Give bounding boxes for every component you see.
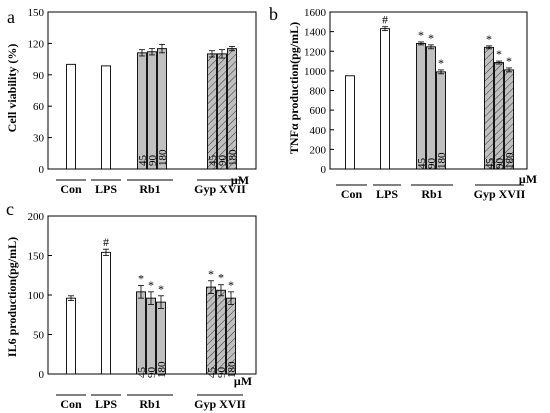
y-tick-label: 0 [321, 164, 327, 176]
bar [137, 52, 147, 170]
bar [216, 289, 226, 375]
y-tick-label: 0 [39, 164, 45, 176]
significance-mark: # [103, 235, 109, 249]
significance-mark: * [418, 28, 424, 42]
concentration-label: 90 [494, 158, 506, 170]
y-tick-label: 200 [310, 144, 327, 156]
concentration-label: 45 [416, 158, 428, 170]
significance-mark: * [208, 267, 214, 281]
y-tick-label: 90 [33, 70, 45, 82]
concentration-unit: μM [234, 374, 252, 388]
panel-b-y-axis-label: TNFα production(pg/mL) [287, 22, 301, 154]
bar [426, 46, 436, 170]
concentration-label: 180 [504, 152, 516, 169]
y-tick-label: 0 [39, 369, 45, 381]
bar [207, 53, 217, 170]
bar [101, 65, 111, 170]
y-tick-label: 1200 [304, 46, 327, 58]
y-tick-label: 400 [310, 125, 327, 137]
concentration-label: 90 [217, 155, 229, 167]
group-label: Con [341, 187, 363, 201]
group-label: LPS [376, 187, 398, 201]
y-tick-label: 120 [28, 38, 45, 50]
bar [380, 28, 390, 170]
y-tick-label: 150 [28, 7, 45, 19]
significance-mark: * [428, 31, 434, 45]
concentration-label: 180 [226, 361, 238, 378]
panel-a-cell-viability: a Cell viability (%) 0 30 60 90 120 150 Con LP… [5, 7, 257, 196]
y-tick-label: 600 [310, 105, 327, 117]
bar [66, 63, 76, 170]
y-tick-label: 800 [310, 86, 327, 98]
bar [136, 291, 146, 375]
concentration-label: 45 [137, 155, 149, 167]
significance-mark: * [496, 47, 502, 61]
group-label: Gyp XVII [194, 182, 246, 196]
y-tick-label: 1600 [304, 7, 327, 19]
panel-b-letter: b [269, 4, 278, 24]
panel-b-tnf-production: b TNFα production(pg/mL) 0 200 400 600 800 10… [269, 4, 537, 201]
panel-c-y-axis-label: IL6 production(pg/mL) [5, 237, 19, 357]
group-label: Rb1 [139, 182, 160, 196]
group-label: Gyp XVII [474, 187, 526, 201]
concentration-label: 180 [227, 149, 239, 166]
bar [345, 75, 355, 170]
group-label: Rb1 [421, 187, 442, 201]
y-tick-label: 200 [28, 211, 45, 223]
bar [101, 251, 111, 375]
concentration-label: 45 [206, 367, 218, 379]
bar [494, 62, 504, 170]
group-label: LPS [95, 182, 117, 196]
significance-mark: # [382, 13, 388, 27]
bar [147, 51, 157, 170]
concentration-unit: μM [519, 172, 537, 186]
panel-a-y-axis-label: Cell viability (%) [5, 44, 19, 133]
bar [217, 53, 227, 170]
y-tick-label: 1000 [304, 66, 327, 78]
bar [66, 297, 76, 375]
bar [484, 46, 494, 170]
significance-mark: * [158, 282, 164, 296]
panel-c-letter: c [6, 199, 14, 219]
y-tick-label: 50 [33, 330, 45, 342]
significance-mark: * [138, 272, 144, 286]
concentration-unit: μM [231, 173, 249, 187]
y-tick-label: 150 [28, 251, 45, 263]
y-tick-label: 100 [28, 290, 45, 302]
significance-mark: * [506, 54, 512, 68]
significance-mark: * [218, 271, 224, 285]
significance-mark: * [228, 278, 234, 292]
significance-mark: * [438, 56, 444, 70]
concentration-label: 90 [146, 367, 158, 379]
bar [206, 286, 216, 375]
group-label: Con [60, 397, 82, 411]
y-tick-label: 30 [33, 133, 45, 145]
concentration-label: 90 [147, 155, 159, 167]
concentration-label: 90 [216, 367, 228, 379]
group-label: LPS [95, 397, 117, 411]
significance-mark: * [148, 278, 154, 292]
concentration-label: 45 [484, 158, 496, 170]
panel-a-letter: a [7, 7, 15, 27]
group-label: Rb1 [139, 397, 160, 411]
concentration-label: 45 [136, 367, 148, 379]
group-label: Gyp XVII [194, 397, 246, 411]
concentration-label: 180 [157, 149, 169, 166]
panel-c-il6-production: c IL6 production(pg/mL) 0 50 100 150 200 # * *… [5, 199, 257, 411]
concentration-label: 45 [207, 155, 219, 167]
y-tick-label: 60 [33, 101, 45, 113]
concentration-label: 180 [156, 361, 168, 378]
significance-mark: * [486, 32, 492, 46]
y-tick-label: 1400 [304, 27, 327, 39]
bar [146, 297, 156, 375]
concentration-label: 90 [426, 158, 438, 170]
concentration-label: 180 [436, 152, 448, 169]
bar [416, 42, 426, 170]
group-label: Con [60, 182, 82, 196]
